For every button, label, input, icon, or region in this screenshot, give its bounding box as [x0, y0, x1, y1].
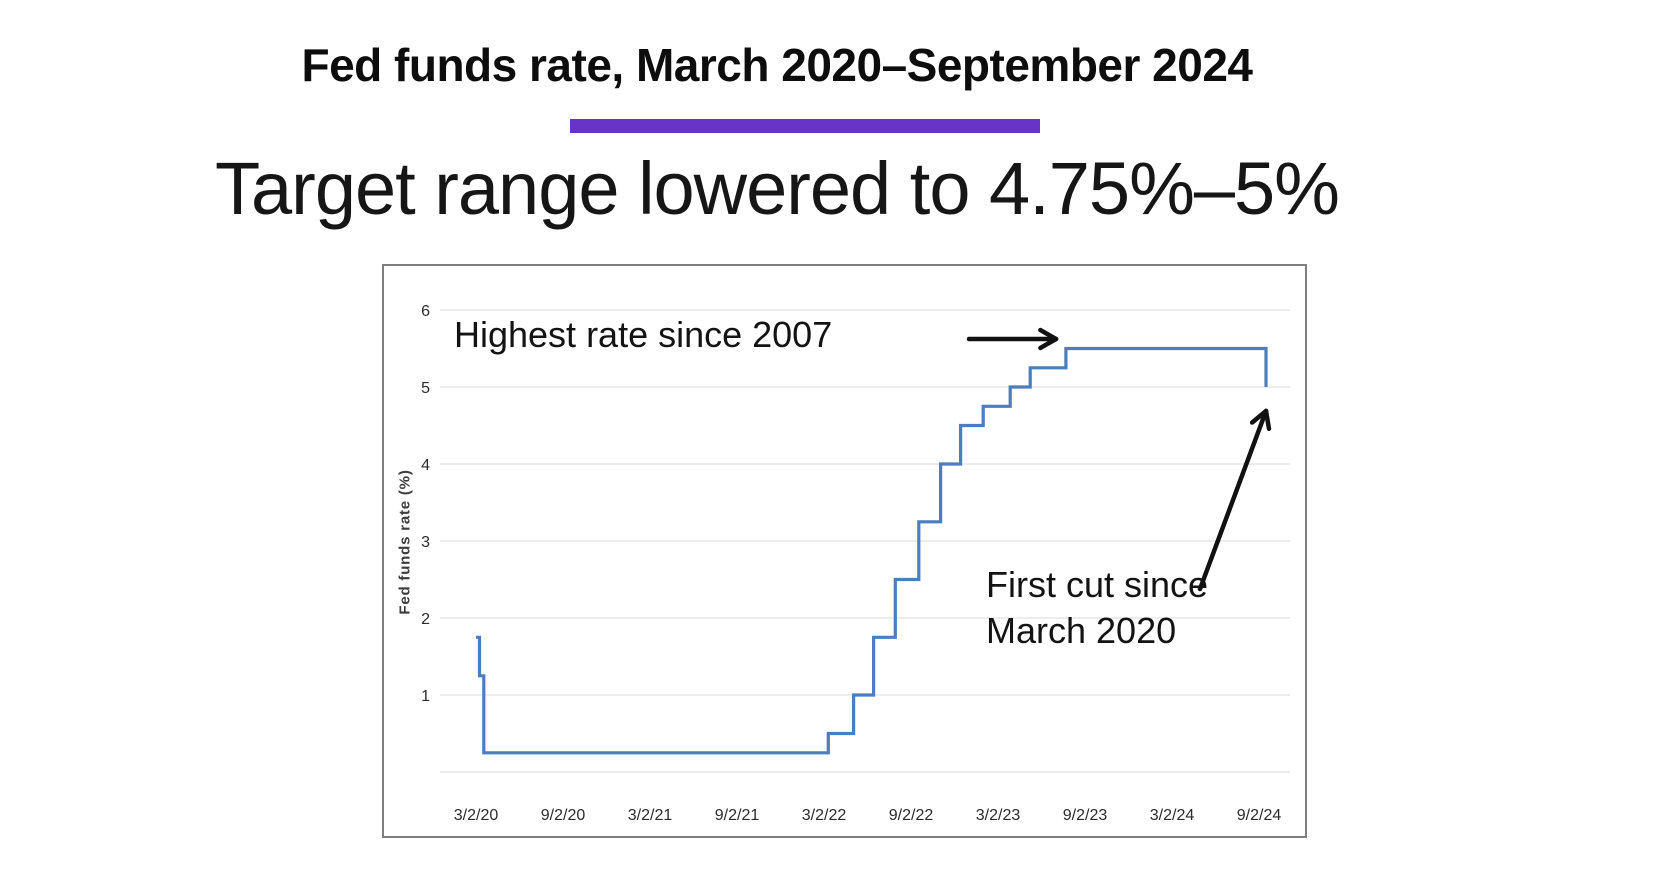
y-tick-label: 2 — [421, 611, 430, 628]
y-tick-label: 6 — [421, 303, 430, 320]
x-tick-label: 9/2/20 — [541, 807, 586, 824]
annotation-highest-rate: Highest rate since 2007 — [454, 314, 833, 355]
x-tick-label: 9/2/24 — [1237, 807, 1282, 824]
y-tick-label: 5 — [421, 380, 430, 397]
annotation-arrowhead-2 — [1249, 408, 1269, 425]
fed-funds-step-line — [476, 346, 1268, 755]
y-axis-title: Fed funds rate (%) — [396, 469, 414, 615]
annotation-first-cut: First cut since March 2020 — [986, 564, 1209, 652]
annotation-arrowhead-1 — [1038, 336, 1059, 351]
headline: Target range lowered to 4.75%–5% — [215, 147, 1340, 230]
title-underline-bar — [570, 119, 1040, 133]
y-tick-label: 1 — [421, 688, 430, 705]
page-title: Fed funds rate, March 2020–September 202… — [301, 39, 1253, 91]
y-tick-label: 3 — [421, 534, 430, 551]
annotation-arrowhead-1 — [1038, 327, 1059, 342]
x-tick-label: 9/2/21 — [715, 807, 760, 824]
fed-funds-line-chart: 1 2 3 4 5 6 3/2/20 9/2/20 3/2/21 9/2/21 3/2/22 9/2/… — [421, 303, 1290, 824]
x-tick-label: 3/2/24 — [1150, 807, 1195, 824]
x-tick-label: 9/2/23 — [1063, 807, 1108, 824]
x-tick-label: 3/2/23 — [976, 807, 1021, 824]
annotation-arrow-2 — [1197, 408, 1269, 592]
chart-frame: 1 2 3 4 5 6 3/2/20 9/2/20 3/2/21 9/2/21 3/2/22 9/2/… — [382, 264, 1307, 838]
x-tick-label: 3/2/20 — [454, 807, 499, 824]
annotation-arrowhead-2 — [1263, 408, 1272, 432]
y-tick-label: 4 — [421, 457, 430, 474]
x-tick-label: 3/2/22 — [802, 807, 847, 824]
x-tick-label: 9/2/22 — [889, 807, 934, 824]
x-tick-label: 3/2/21 — [628, 807, 673, 824]
